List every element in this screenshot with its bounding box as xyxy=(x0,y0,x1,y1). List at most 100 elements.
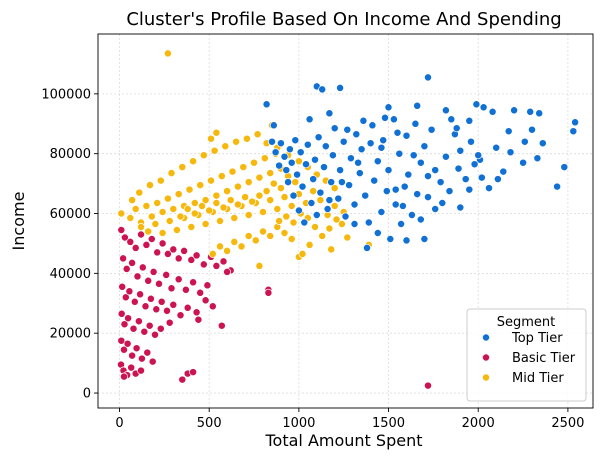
legend: Segment Top Tier Basic Tier Mid Tier xyxy=(466,308,587,402)
mid-tier-point xyxy=(172,226,181,234)
basic-tier-point xyxy=(187,255,196,264)
basic-tier-point xyxy=(144,276,153,285)
mid-tier-point xyxy=(241,193,250,202)
top-tier-point xyxy=(381,113,389,122)
top-tier-point xyxy=(321,142,330,151)
mid-tier-point xyxy=(244,211,253,219)
basic-tier-point xyxy=(143,348,152,357)
top-tier-point xyxy=(314,133,323,142)
basic-tier-point xyxy=(178,375,187,384)
mid-tier-point xyxy=(212,191,221,200)
x-tick-label: 500 xyxy=(197,416,222,431)
basic-tier-point xyxy=(122,264,131,273)
top-tier-point xyxy=(493,175,502,184)
basic-tier-point xyxy=(157,297,166,306)
mid-tier-point xyxy=(287,202,296,210)
basic-tier-point xyxy=(140,327,149,336)
basic-tier-point xyxy=(189,368,198,377)
basic-tier-point xyxy=(134,317,143,326)
top-tier-point xyxy=(519,158,528,167)
mid-tier-point xyxy=(248,197,257,206)
basic-tier-point xyxy=(151,330,159,339)
top-tier-point xyxy=(467,137,475,146)
mid-tier-point xyxy=(280,229,289,237)
chart-title: Cluster's Profile Based On Income And Sp… xyxy=(126,9,561,30)
top-tier-point xyxy=(436,178,445,187)
mid-tier-point xyxy=(239,163,248,172)
top-tier-point xyxy=(553,182,562,191)
top-tier-point xyxy=(571,118,580,127)
basic-tier-point xyxy=(117,226,126,234)
mid-tier-point xyxy=(178,163,187,172)
top-tier-point xyxy=(569,127,578,136)
basic-tier-point xyxy=(264,288,273,297)
basic-tier-point xyxy=(176,311,185,320)
basic-tier-point xyxy=(120,372,128,381)
basic-tier-point xyxy=(146,294,155,303)
top-tier-point xyxy=(325,196,334,205)
top-tier-point xyxy=(377,143,386,152)
top-tier-point xyxy=(416,158,425,167)
top-tier-point xyxy=(479,103,488,112)
top-tier-point xyxy=(441,152,450,161)
top-tier-point xyxy=(336,83,345,92)
mid-tier-point xyxy=(260,154,269,163)
basic-tier-point xyxy=(120,345,128,354)
basic-tier-point xyxy=(141,302,150,311)
top-tier-point xyxy=(330,124,339,133)
top-tier-point xyxy=(407,211,416,219)
basic-tier-point xyxy=(174,275,183,284)
top-tier-point xyxy=(269,121,278,130)
mid-tier-point xyxy=(137,223,145,231)
top-tier-point xyxy=(366,139,375,148)
top-tier-point xyxy=(424,73,432,82)
basic-tier-point xyxy=(223,267,232,276)
top-tier-point xyxy=(461,175,470,184)
basic-tier-point xyxy=(192,308,201,317)
mid-tier-point xyxy=(325,224,334,233)
mid-tier-point xyxy=(332,215,341,224)
mid-tier-point xyxy=(212,128,221,137)
top-tier-point xyxy=(336,166,345,175)
top-tier-point xyxy=(361,191,370,200)
mid-tier-point xyxy=(128,196,137,205)
top-tier-point xyxy=(363,243,371,252)
top-tier-point xyxy=(298,182,307,191)
basic-tier-point xyxy=(201,296,210,305)
top-tier-point xyxy=(382,187,391,196)
y-tick-label: 0 xyxy=(83,387,91,402)
top-tier-point xyxy=(409,151,418,160)
top-tier-point xyxy=(411,119,420,128)
mid-tier-point xyxy=(316,196,325,205)
top-tier-point xyxy=(485,184,493,193)
top-tier-point xyxy=(520,137,529,146)
top-tier-point xyxy=(268,137,276,146)
mid-tier-point xyxy=(212,199,221,207)
top-tier-point xyxy=(320,163,328,172)
basic-tier-point xyxy=(125,287,134,296)
top-tier-point xyxy=(291,136,300,145)
mid-tier-point xyxy=(151,220,160,228)
mid-tier-point xyxy=(135,188,144,197)
mid-tier-point xyxy=(223,187,232,196)
basic-tier-point xyxy=(137,366,145,375)
mid-tier-point xyxy=(230,237,239,246)
mid-tier-point xyxy=(131,205,140,213)
legend-title: Segment xyxy=(497,315,556,330)
y-tick-label: 40000 xyxy=(50,267,91,282)
top-tier-point xyxy=(538,139,547,148)
mid-tier-point xyxy=(176,212,185,221)
mid-tier-point xyxy=(244,178,253,187)
top-tier-point xyxy=(445,187,454,196)
top-tier-point xyxy=(311,155,319,164)
mid-tier-point xyxy=(146,181,154,190)
mid-tier-point xyxy=(228,167,237,176)
legend-marker-mid-tier xyxy=(482,373,490,382)
x-tick-label: 2000 xyxy=(462,416,495,431)
top-tier-point xyxy=(316,188,325,197)
mid-tier-point xyxy=(142,202,151,210)
mid-tier-point xyxy=(165,217,174,225)
top-tier-point xyxy=(413,101,422,110)
mid-tier-point xyxy=(311,223,319,231)
mid-tier-point xyxy=(237,242,246,251)
